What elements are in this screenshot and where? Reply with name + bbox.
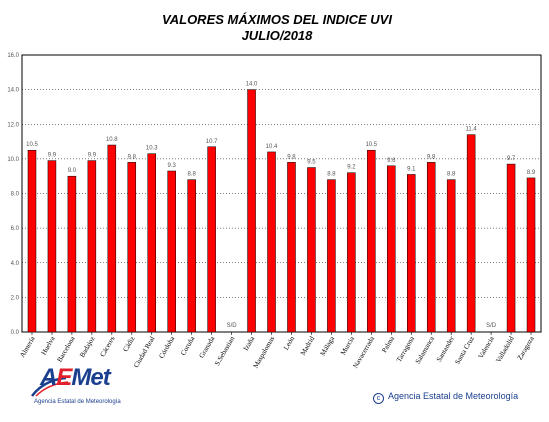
bar (187, 179, 196, 333)
y-tick-label: 0.0 (11, 330, 20, 336)
x-tick-label: Valladolid (494, 335, 516, 364)
data-label: 8.8 (188, 172, 197, 178)
x-tick-label: Córdoba (157, 334, 176, 360)
credit-text: Agencia Estatal de Meteorología (388, 391, 519, 401)
data-label: 9.7 (507, 156, 516, 162)
copyright-icon: c (373, 393, 384, 404)
bar (287, 162, 296, 333)
logo-letter-e: E (56, 364, 72, 391)
data-label: 9.5 (307, 160, 316, 166)
x-tick-label: Izaña (242, 334, 257, 352)
x-tick-label: Granada (198, 334, 217, 359)
bar (147, 153, 156, 333)
y-tick-label: 8.0 (11, 192, 20, 198)
x-tick-label: Almería (18, 334, 37, 359)
bar (247, 89, 256, 333)
x-tick-label: Málaga (319, 334, 337, 357)
aemet-logo: AEMet Agencia Estatal de Meteorología (28, 364, 138, 410)
bar (47, 160, 57, 333)
y-tick-label: 6.0 (11, 226, 20, 232)
x-tick-label: Zaragoza (516, 334, 536, 361)
y-tick-label: 12.0 (7, 122, 19, 128)
data-label: 9.8 (427, 154, 436, 160)
x-tick-label: León (282, 335, 296, 352)
data-label: 9.2 (347, 165, 356, 171)
bar (207, 146, 216, 333)
bar (347, 172, 356, 333)
bar (506, 163, 516, 333)
data-label: 8.8 (447, 172, 456, 178)
data-label: 9.8 (128, 154, 137, 160)
logo-subtitle: Agencia Estatal de Meteorología (34, 399, 121, 405)
x-tick-label: Santander (435, 334, 456, 363)
data-label: 9.9 (88, 153, 97, 159)
y-tick-label: 2.0 (11, 295, 20, 301)
data-label: 10.7 (206, 139, 218, 145)
x-tick-label: Coruña (179, 334, 197, 357)
data-label: 10.4 (266, 144, 278, 150)
data-label: 9.0 (68, 168, 77, 174)
data-label: 9.3 (168, 163, 177, 169)
x-tick-label: Salamanca (414, 334, 437, 365)
bar (167, 170, 176, 333)
x-tick-label: Santa Cruz (453, 335, 475, 366)
x-tick-label: Valencia (477, 334, 496, 360)
bar (87, 160, 97, 333)
data-label: 10.5 (365, 142, 377, 148)
chart-title-line1: VALORES MÁXIMOS DEL INDICE UVI (162, 12, 392, 27)
bar (307, 167, 316, 333)
x-tick-label: Huelva (40, 334, 57, 356)
data-label: 14.0 (246, 82, 258, 88)
data-label: 10.3 (146, 146, 158, 152)
x-tick-label: Badajoz (78, 335, 96, 359)
logo-swoosh-icon (31, 376, 69, 397)
y-tick-label: 10.0 (7, 157, 19, 163)
logo-letter-a: A (40, 364, 57, 391)
bar (267, 151, 276, 333)
x-tick-label: Barcelona (56, 334, 78, 363)
x-tick-label: Cáceres (99, 335, 117, 358)
data-label: 9.1 (407, 166, 416, 172)
data-label: 8.8 (327, 172, 336, 178)
bar (426, 162, 436, 333)
bar (526, 177, 536, 333)
y-tick-label: 4.0 (11, 261, 20, 267)
bar (27, 149, 37, 333)
x-tick-label: S.Sebastian (213, 335, 236, 368)
bar (446, 179, 456, 333)
bar (466, 134, 476, 333)
data-label: S/D (486, 323, 497, 329)
bar (407, 174, 416, 333)
data-label: 10.8 (106, 137, 118, 143)
data-label: 9.8 (287, 154, 296, 160)
x-tick-label: Murcia (339, 334, 356, 356)
copyright-credit: c Agencia Estatal de Meteorología (373, 391, 518, 404)
x-tick-label: Tarragona (395, 334, 417, 363)
data-label: 11.4 (466, 127, 478, 133)
data-label: 8.9 (527, 170, 536, 176)
x-tick-label: Cádiz (121, 335, 136, 353)
logo-wordmark: AEMet (40, 364, 111, 392)
bar (107, 144, 117, 333)
plot-area: 0.0 2.0 4.0 6.0 8.0 10.0 12.0 14.0 16.0 10.5 Almer… (7, 53, 542, 370)
bar (387, 165, 396, 333)
chart-title-line2: JULIO/2018 (242, 28, 314, 43)
data-label: 10.5 (26, 142, 38, 148)
x-tick-label: Palma (380, 334, 396, 354)
bar (367, 149, 376, 333)
bar (127, 162, 137, 333)
y-tick-label: 14.0 (7, 88, 19, 94)
y-tick-label: 16.0 (7, 53, 19, 59)
logo-letters-met: Met (71, 364, 110, 391)
data-label: 9.9 (48, 153, 57, 159)
x-tick-label: Madrid (299, 335, 316, 357)
bar (327, 179, 336, 333)
data-label: 9.6 (387, 158, 396, 164)
data-label: S/D (227, 323, 238, 329)
bar (67, 175, 77, 333)
